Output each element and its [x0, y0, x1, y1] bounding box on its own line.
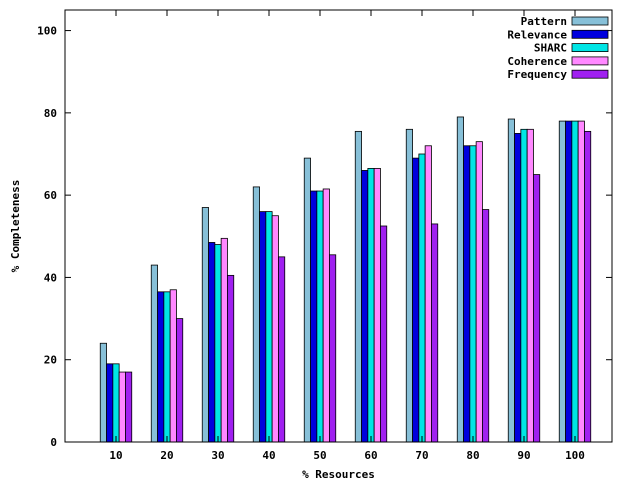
bar-sharc-10 [112, 363, 120, 443]
bar-pattern-90 [507, 118, 515, 443]
bar-coherence-70 [424, 145, 432, 443]
legend-swatch-sharc [571, 43, 609, 52]
x-axis-label: % Resources [302, 468, 375, 479]
bar-pattern-10 [99, 342, 107, 443]
x-tick-label: 10 [109, 449, 122, 462]
bar-relevance-100 [565, 120, 573, 443]
bar-frequency-50 [329, 254, 337, 443]
bar-pattern-60 [354, 130, 362, 443]
bar-frequency-10 [125, 371, 133, 443]
bar-sharc-30 [214, 244, 222, 443]
bar-pattern-100 [558, 120, 566, 443]
bar-sharc-60 [367, 167, 375, 443]
bar-sharc-40 [265, 211, 273, 443]
x-tick-label: 80 [466, 449, 479, 462]
bar-coherence-20 [169, 289, 177, 443]
legend-label-pattern: Pattern [521, 15, 567, 28]
bar-pattern-50 [303, 157, 311, 443]
bar-pattern-30 [201, 207, 209, 443]
bar-pattern-40 [252, 186, 260, 443]
legend-swatch-relevance [571, 29, 609, 39]
legend-label-sharc: SHARC [534, 42, 567, 55]
bar-relevance-80 [463, 145, 471, 443]
x-tick-label: 100 [565, 449, 585, 462]
legend-label-frequency: Frequency [507, 68, 567, 81]
bar-relevance-60 [361, 170, 369, 443]
bar-coherence-40 [271, 215, 279, 443]
x-tick-label: 90 [517, 449, 530, 462]
bar-coherence-100 [577, 120, 585, 443]
bar-sharc-100 [571, 120, 579, 443]
bar-relevance-90 [514, 133, 522, 443]
bar-coherence-90 [526, 128, 534, 443]
x-tick-label: 20 [160, 449, 173, 462]
bar-pattern-70 [405, 128, 413, 443]
y-tick-label: 60 [44, 189, 57, 202]
x-tick-label: 50 [313, 449, 326, 462]
bar-pattern-20 [150, 264, 158, 443]
bar-relevance-50 [310, 190, 318, 443]
bar-relevance-70 [412, 157, 420, 443]
bar-frequency-60 [380, 225, 388, 443]
bar-frequency-80 [482, 209, 490, 443]
legend-label-relevance: Relevance [507, 28, 567, 41]
bar-sharc-50 [316, 190, 324, 443]
legend-label-coherence: Coherence [507, 55, 567, 68]
bar-frequency-40 [278, 256, 286, 443]
bar-coherence-50 [322, 188, 330, 443]
bar-coherence-80 [475, 141, 483, 443]
x-tick-label: 30 [211, 449, 224, 462]
x-tick-label: 60 [364, 449, 377, 462]
bar-frequency-100 [584, 130, 592, 443]
y-axis-label: % Completeness [9, 180, 22, 273]
bar-frequency-70 [431, 223, 439, 443]
bar-relevance-30 [208, 242, 216, 443]
legend-swatch-pattern [571, 16, 609, 26]
bar-sharc-70 [418, 153, 426, 443]
bar-frequency-90 [533, 174, 541, 443]
y-tick-label: 100 [37, 25, 57, 38]
bar-frequency-30 [227, 274, 235, 443]
bar-coherence-10 [118, 371, 126, 443]
bar-relevance-10 [106, 363, 114, 443]
bar-relevance-40 [259, 211, 267, 443]
x-tick-label: 70 [415, 449, 428, 462]
bar-frequency-20 [176, 318, 184, 443]
y-tick-label: 0 [50, 436, 57, 449]
x-tick-label: 40 [262, 449, 275, 462]
y-tick-label: 80 [44, 107, 57, 120]
bar-sharc-90 [520, 128, 528, 443]
y-tick-label: 20 [44, 354, 57, 367]
axis-layer: 0 20 40 60 80 100 10 20 30 40 50 60 70 80 90 100 [37, 10, 612, 462]
bar-coherence-30 [220, 237, 228, 443]
bar-pattern-80 [456, 116, 464, 443]
bar-sharc-80 [469, 145, 477, 443]
legend-swatch-coherence [571, 56, 609, 66]
y-tick-label: 40 [44, 271, 57, 284]
plot-frame [64, 9, 613, 443]
bar-coherence-60 [373, 167, 381, 443]
bar-relevance-20 [157, 291, 165, 443]
legend-swatch-frequency [571, 69, 609, 79]
bars-layer [99, 116, 592, 443]
bar-sharc-20 [163, 291, 171, 443]
